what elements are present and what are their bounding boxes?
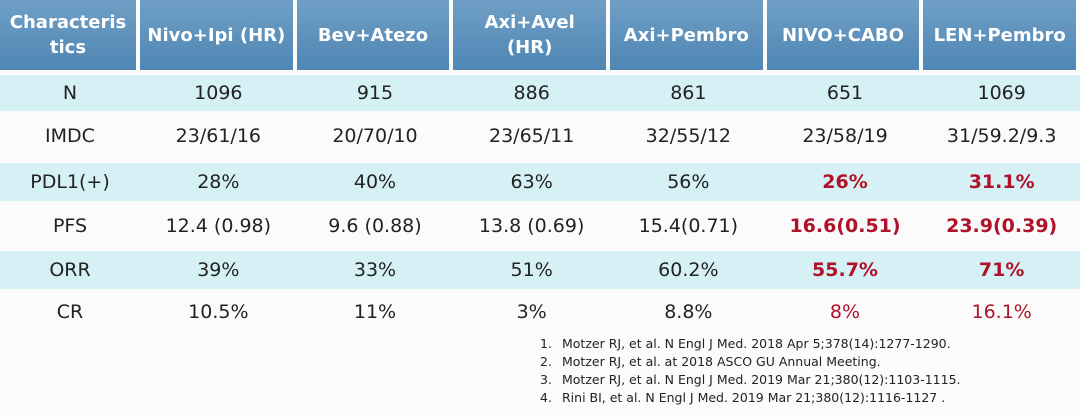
table-cell: PDL1(+) — [30, 171, 110, 193]
header-cell: NIVO+CABO — [766, 0, 920, 70]
table-cell: 23/58/19 — [802, 125, 888, 147]
table-cell: 8.8% — [664, 301, 713, 323]
table-cell: 33% — [353, 259, 397, 281]
reference-number: 1. — [540, 336, 552, 351]
table-cell: 23/61/16 — [175, 125, 261, 147]
table-cell: 915 — [356, 82, 394, 104]
row-band — [0, 163, 1080, 201]
table-cell: 63% — [510, 171, 553, 193]
table-cell: 12.4 (0.98) — [165, 215, 272, 237]
table-cell: PFS — [52, 215, 88, 237]
reference: 1. Motzer RJ, et al. N Engl J Med. 2018 A… — [540, 336, 951, 351]
table-cell: 13.8 (0.69) — [478, 215, 585, 237]
table-cell: 1069 — [977, 82, 1026, 104]
header-cell: Characteristics — [0, 0, 136, 70]
table-cell: N — [62, 82, 78, 104]
table-cell: 3% — [516, 301, 547, 323]
header-cell: Bev+Atezo — [296, 0, 450, 70]
table-cell: 886 — [513, 82, 550, 104]
table-cell: 55.7% — [812, 259, 878, 281]
reference: 4. Rini BI, et al. N Engl J Med. 2019 Mar… — [540, 390, 945, 405]
table-cell: CR — [56, 301, 84, 323]
table-cell: 20/70/10 — [332, 125, 418, 147]
reference-text: Motzer RJ, et al. N Engl J Med. 2019 Mar… — [562, 372, 961, 387]
reference-text: Rini BI, et al. N Engl J Med. 2019 Mar 2… — [562, 390, 946, 405]
header-cell: Axi+Avel (HR) — [453, 0, 606, 70]
reference: 3. Motzer RJ, et al. N Engl J Med. 2019 M… — [540, 372, 961, 387]
table-cell: 15.4(0.71) — [638, 215, 739, 237]
table-cell: 28% — [197, 171, 240, 193]
table-cell: 26% — [822, 171, 868, 193]
table-cell: 11% — [353, 301, 397, 323]
header-cell: Axi+Pembro — [610, 0, 763, 70]
table-cell: 861 — [670, 82, 707, 104]
table-cell: 16.1% — [971, 301, 1032, 323]
row-band — [0, 251, 1080, 289]
table-cell: 39% — [197, 259, 240, 281]
table-cell: 16.6(0.51) — [789, 215, 901, 237]
reference-text: Motzer RJ, et al. N Engl J Med. 2018 Apr… — [562, 336, 951, 351]
table-cell: 1096 — [194, 82, 243, 104]
table-cell: 8% — [829, 301, 861, 323]
reference-number: 4. — [540, 390, 552, 405]
table-cell: ORR — [49, 259, 91, 281]
reference-text: Motzer RJ, et al. at 2018 ASCO GU Annual… — [562, 354, 881, 369]
reference: 2. Motzer RJ, et al. at 2018 ASCO GU Annu… — [540, 354, 881, 369]
table-cell: 23.9(0.39) — [946, 215, 1058, 237]
table-cell: 51% — [510, 259, 553, 281]
header-cell: Nivo+Ipi (HR) — [140, 0, 293, 70]
table-cell: 71% — [978, 259, 1025, 281]
table-cell: 10.5% — [188, 301, 249, 323]
table-cell: 40% — [353, 171, 397, 193]
row-band — [0, 75, 1080, 111]
table-cell: 23/65/11 — [488, 125, 575, 147]
table-cell: 56% — [667, 171, 710, 193]
reference-number: 2. — [540, 354, 552, 369]
table-cell: 60.2% — [658, 259, 719, 281]
table-cell: 32/55/12 — [645, 125, 731, 147]
header-cell: LEN+Pembro — [923, 0, 1076, 70]
table-cell: IMDC — [45, 125, 95, 147]
table-cell: 31/59.2/9.3 — [946, 125, 1057, 147]
table-cell: 31.1% — [968, 171, 1035, 193]
table-cell: 9.6 (0.88) — [328, 215, 422, 237]
reference-number: 3. — [540, 372, 552, 387]
table-cell: 651 — [826, 82, 864, 104]
